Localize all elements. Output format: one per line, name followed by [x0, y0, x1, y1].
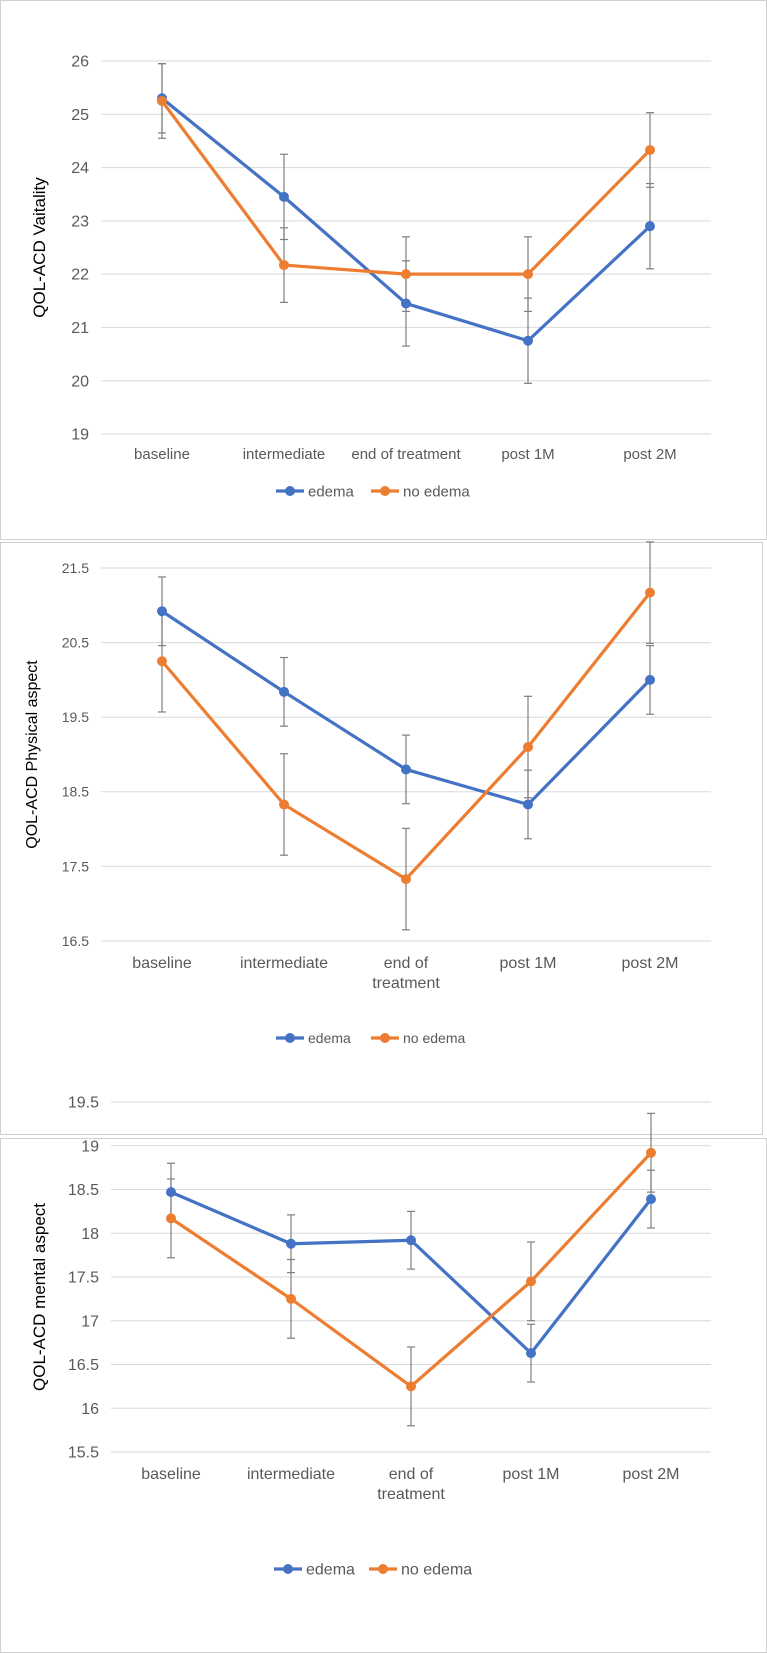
- x-category-label: post 2M: [622, 955, 679, 972]
- data-point-no-edema: [523, 269, 533, 280]
- x-category-label: post 1M: [500, 955, 557, 972]
- x-category-label: intermediate: [240, 955, 328, 972]
- legend-marker-no-edema: [378, 1564, 388, 1574]
- data-point-no-edema: [157, 656, 167, 667]
- legend-marker-edema: [283, 1564, 293, 1574]
- y-tick-label: 26: [71, 54, 89, 71]
- y-tick-label: 22: [71, 267, 89, 284]
- data-point-no-edema: [401, 874, 411, 885]
- x-category-label: baseline: [132, 955, 192, 972]
- y-tick-label: 18: [81, 1226, 99, 1243]
- y-tick-label: 16.5: [62, 933, 89, 949]
- y-tick-label: 19: [71, 427, 89, 444]
- legend-label-no-edema: no edema: [403, 483, 470, 500]
- x-category-label: post 2M: [623, 446, 676, 463]
- data-point-no-edema: [286, 1293, 296, 1304]
- data-point-edema: [526, 1348, 536, 1359]
- y-tick-label: 16.5: [68, 1357, 99, 1374]
- data-point-no-edema: [406, 1381, 416, 1392]
- data-point-no-edema: [523, 742, 533, 753]
- legend-label-no-edema: no edema: [401, 1562, 472, 1579]
- x-category-label: treatment: [377, 1486, 445, 1503]
- y-tick-label: 18.5: [62, 784, 89, 800]
- data-point-no-edema: [157, 95, 167, 106]
- legend-label-edema: edema: [308, 1030, 351, 1046]
- y-tick-label: 20: [71, 373, 89, 390]
- y-tick-label: 24: [71, 160, 89, 177]
- x-category-label: baseline: [141, 1466, 201, 1483]
- legend-marker-edema: [285, 486, 295, 496]
- data-point-edema: [401, 764, 411, 775]
- data-point-no-edema: [526, 1276, 536, 1287]
- y-tick-label: 19: [81, 1138, 99, 1155]
- vitality-chart: 19 20 21 22 23 24 25 26 baseline intermediate end …: [30, 54, 711, 500]
- x-category-label: end of: [389, 1466, 434, 1483]
- physical-aspect-chart-panel: 16.5 17.5 18.5 19.5 20.5 21.5 baseline intermed…: [0, 541, 763, 1135]
- y-tick-label: 21.5: [62, 560, 89, 576]
- legend-label-edema: edema: [306, 1562, 355, 1579]
- y-tick-label: 21: [71, 320, 89, 337]
- x-category-label: intermediate: [243, 446, 326, 463]
- y-tick-label: 17: [81, 1313, 99, 1330]
- x-category-label: baseline: [134, 446, 190, 463]
- mental-aspect-chart: 15.5 16 16.5 17 17.5 18 18.5 19 19.5 baseline inte…: [30, 1095, 711, 1579]
- x-category-label: intermediate: [247, 1466, 335, 1483]
- legend-label-no-edema: no edema: [403, 1030, 465, 1046]
- data-point-edema: [279, 686, 289, 697]
- y-tick-label: 19.5: [68, 1095, 99, 1112]
- y-axis-title: QOL-ACD Physical aspect: [24, 660, 41, 849]
- data-point-edema: [523, 799, 533, 810]
- x-category-label: treatment: [372, 975, 440, 992]
- vitality-chart-panel: 19 20 21 22 23 24 25 26 baseline intermediate end …: [0, 0, 767, 540]
- x-category-label: post 1M: [503, 1466, 560, 1483]
- y-tick-label: 17.5: [68, 1270, 99, 1287]
- y-tick-label: 25: [71, 107, 89, 124]
- data-point-edema: [523, 335, 533, 346]
- data-point-edema: [286, 1238, 296, 1249]
- data-point-edema: [166, 1187, 176, 1198]
- x-category-label: end of: [384, 955, 429, 972]
- y-tick-label: 23: [71, 213, 89, 230]
- data-point-no-edema: [646, 1147, 656, 1158]
- data-point-no-edema: [166, 1213, 176, 1224]
- data-point-edema: [401, 298, 411, 309]
- x-category-label: end of treatment: [351, 446, 461, 463]
- x-category-label: post 1M: [501, 446, 554, 463]
- data-point-edema: [645, 221, 655, 232]
- data-point-no-edema: [279, 799, 289, 810]
- y-tick-label: 15.5: [68, 1445, 99, 1462]
- y-tick-label: 17.5: [62, 858, 89, 874]
- data-point-edema: [645, 674, 655, 685]
- data-point-no-edema: [645, 144, 655, 155]
- y-axis-title: QOL-ACD Vaitality: [30, 177, 49, 318]
- mental-aspect-chart-panel: 15.5 16 16.5 17 17.5 18 18.5 19 19.5 baseline inte…: [0, 1095, 767, 1653]
- data-point-edema: [646, 1194, 656, 1205]
- y-tick-label: 16: [81, 1401, 99, 1418]
- data-point-no-edema: [645, 587, 655, 598]
- y-tick-label: 20.5: [62, 635, 89, 651]
- legend-marker-no-edema: [380, 1033, 390, 1043]
- y-tick-label: 19.5: [62, 709, 89, 725]
- data-point-edema: [157, 606, 167, 617]
- data-point-edema: [406, 1235, 416, 1246]
- y-tick-label: 18.5: [68, 1182, 99, 1199]
- data-point-no-edema: [279, 260, 289, 271]
- data-point-edema: [279, 191, 289, 202]
- y-axis-title: QOL-ACD mental aspect: [30, 1203, 49, 1391]
- legend-marker-no-edema: [380, 486, 390, 496]
- legend-label-edema: edema: [308, 483, 355, 500]
- physical-aspect-chart: 16.5 17.5 18.5 19.5 20.5 21.5 baseline intermed…: [24, 541, 711, 1046]
- legend-marker-edema: [285, 1033, 295, 1043]
- x-category-label: post 2M: [623, 1466, 680, 1483]
- data-point-no-edema: [401, 269, 411, 280]
